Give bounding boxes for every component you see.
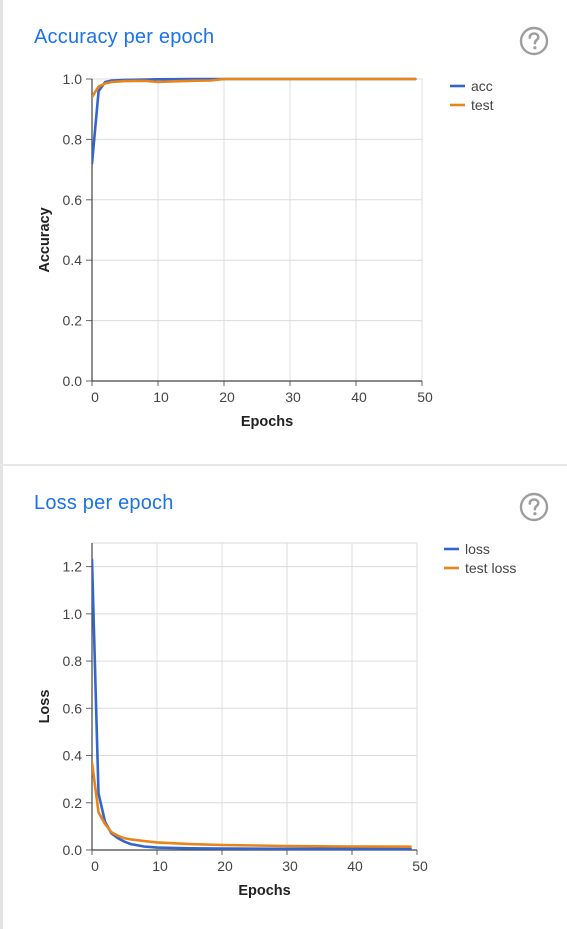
y-tick-label: 1.2 xyxy=(63,559,83,575)
legend-label: loss xyxy=(465,541,490,557)
loss-panel: Loss per epoch 0 10 20 30 40 50 0.0 0.2 0.4 0.6 0.… xyxy=(3,466,567,929)
x-tick-label: 40 xyxy=(351,389,367,405)
y-tick-label: 1.0 xyxy=(63,606,83,622)
panel-title: Accuracy per epoch xyxy=(34,26,215,48)
x-tick-label: 20 xyxy=(219,389,235,405)
plot-area xyxy=(91,542,418,851)
y-tick-label: 0.0 xyxy=(63,373,83,389)
x-tick-label: 50 xyxy=(412,858,428,874)
help-circle-icon[interactable] xyxy=(519,492,549,522)
accuracy-panel: Accuracy per epoch 0 10 20 30 40 50 0.0 0.2 0.4 0… xyxy=(3,0,567,464)
plot-area xyxy=(91,78,423,382)
x-tick-label: 0 xyxy=(91,389,99,405)
x-tick-label: 40 xyxy=(347,858,363,874)
x-tick-label: 50 xyxy=(417,389,433,405)
legend-label: test loss xyxy=(465,560,516,576)
x-axis-title: Epochs xyxy=(241,414,293,430)
y-tick-label: 0.4 xyxy=(63,748,83,764)
loss-chart: 0 10 20 30 40 50 0.0 0.2 0.4 0.6 0.8 1.0 1.2 Epochs Lo… xyxy=(37,541,516,899)
legend-label: acc xyxy=(471,78,493,94)
y-tick-label: 0.6 xyxy=(63,700,83,716)
y-tick-label: 0.6 xyxy=(63,192,83,208)
series-line-test xyxy=(92,77,417,99)
x-tick-label: 10 xyxy=(153,389,169,405)
accuracy-chart: 0 10 20 30 40 50 0.0 0.2 0.4 0.6 0.8 1.0 Epochs Accur… xyxy=(37,71,494,430)
x-tick-label: 30 xyxy=(282,858,298,874)
y-axis-title: Loss xyxy=(37,690,53,724)
x-axis-title: Epochs xyxy=(238,883,290,899)
x-tick-label: 0 xyxy=(91,858,99,874)
y-tick-label: 0.0 xyxy=(63,842,83,858)
y-tick-label: 0.8 xyxy=(63,653,83,669)
y-tick-label: 0.2 xyxy=(63,313,83,329)
x-tick-label: 10 xyxy=(152,858,168,874)
x-tick-label: 20 xyxy=(217,858,233,874)
y-axis-title: Accuracy xyxy=(37,207,53,272)
y-tick-label: 1.0 xyxy=(63,71,83,87)
series-line-test-loss xyxy=(92,761,412,849)
y-tick-label: 0.4 xyxy=(63,252,83,268)
legend-label: test xyxy=(471,97,494,113)
x-tick-label: 30 xyxy=(285,389,301,405)
panel-title: Loss per epoch xyxy=(34,492,174,514)
y-tick-label: 0.2 xyxy=(63,795,83,811)
y-tick-label: 0.8 xyxy=(63,131,83,147)
panel-divider xyxy=(0,464,567,466)
help-circle-icon[interactable] xyxy=(519,26,549,56)
